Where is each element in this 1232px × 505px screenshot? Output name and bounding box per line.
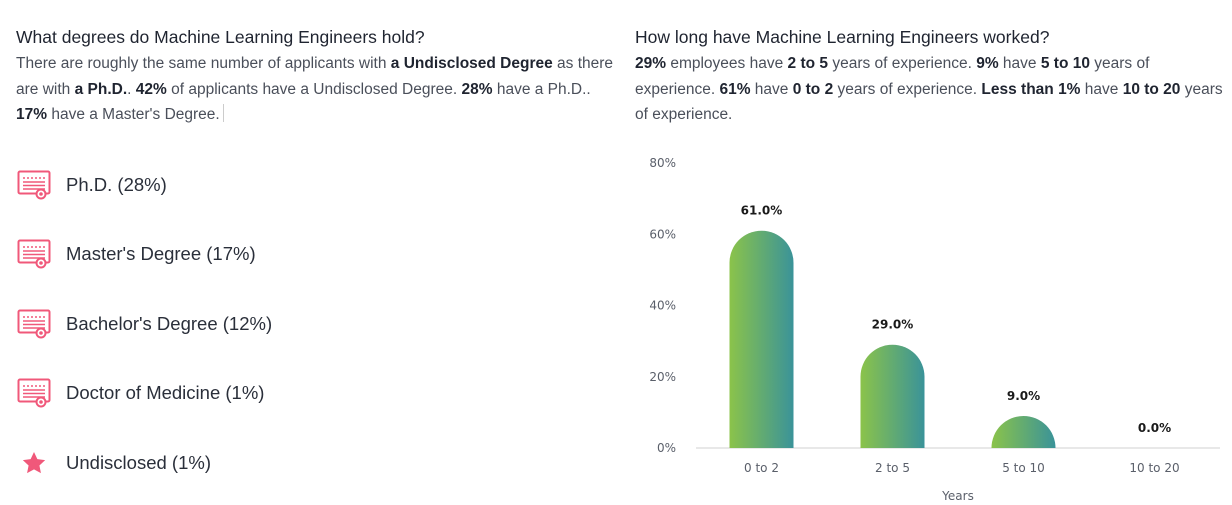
diploma-icon bbox=[16, 307, 52, 341]
experience-text-3: years of experience. bbox=[828, 55, 977, 72]
experience-text-2: 2 to 5 bbox=[787, 55, 829, 72]
degrees-text-10: have a Master's Degree. bbox=[47, 106, 220, 123]
degrees-title: What degrees do Machine Learning Enginee… bbox=[16, 27, 425, 47]
experience-text-14: 10 to 20 bbox=[1122, 80, 1181, 98]
x-tick-label: 10 to 20 bbox=[1129, 461, 1179, 475]
experience-text-8: 61% bbox=[719, 80, 751, 98]
degree-label: Ph.D. (28%) bbox=[66, 173, 167, 195]
diploma-icon bbox=[16, 237, 52, 271]
degrees-text-4: . bbox=[127, 80, 136, 98]
bar-data-label: 0.0% bbox=[1138, 421, 1171, 435]
experience-text-6: 5 to 10 bbox=[1040, 55, 1090, 72]
bar-data-label: 29.0% bbox=[872, 318, 914, 332]
degrees-text-0: There are roughly the same number of app… bbox=[16, 55, 391, 72]
degree-item: Master's Degree (17%) bbox=[16, 220, 576, 290]
x-tick-label: 5 to 10 bbox=[1002, 461, 1045, 475]
experience-text-5: have bbox=[998, 55, 1041, 72]
y-tick-label: 60% bbox=[649, 227, 676, 241]
degrees-summary: There are roughly the same number of app… bbox=[16, 51, 616, 128]
x-tick-label: 2 to 5 bbox=[875, 461, 910, 475]
x-axis-title: Years bbox=[941, 489, 974, 503]
bar bbox=[860, 344, 925, 448]
diploma-icon bbox=[16, 376, 52, 410]
degree-label: Undisclosed (1%) bbox=[66, 451, 211, 473]
experience-summary: 29% employees have 2 to 5 years of exper… bbox=[635, 51, 1230, 128]
y-tick-label: 20% bbox=[649, 370, 676, 384]
degrees-text-6: of applicants have a Undisclosed Degree. bbox=[166, 80, 462, 98]
degrees-text-2: as there are with bbox=[16, 55, 614, 98]
degree-list: Ph.D. (28%) Master's Degree (17%) Bachel… bbox=[16, 150, 576, 498]
diploma-icon bbox=[16, 168, 52, 202]
degree-label: Bachelor's Degree (12%) bbox=[66, 312, 273, 334]
experience-text-11: years of experience. bbox=[833, 80, 982, 98]
bar bbox=[729, 230, 794, 448]
degrees-text-7: 28% bbox=[461, 80, 493, 98]
degrees-text-9: 17% bbox=[16, 106, 48, 123]
experience-text-13: have bbox=[1080, 80, 1123, 98]
star-icon bbox=[16, 446, 52, 480]
experience-text-7: years of experience. bbox=[635, 55, 1150, 98]
experience-text-9: have bbox=[750, 80, 793, 98]
x-tick-label: 0 to 2 bbox=[744, 461, 779, 475]
experience-text-0: 29% bbox=[635, 55, 667, 72]
experience-text-4: 9% bbox=[976, 55, 999, 72]
experience-title: How long have Machine Learning Engineers… bbox=[635, 27, 1050, 47]
experience-bar-chart: 0% 20% 40% 60% 80% 61.0% 29.0% 9.0% 0.0% 0 to 2… bbox=[649, 156, 1220, 503]
experience-text-12: Less than 1% bbox=[981, 80, 1081, 98]
bar bbox=[991, 415, 1056, 448]
degree-item: Doctor of Medicine (1%) bbox=[16, 359, 576, 429]
degrees-section: What degrees do Machine Learning Enginee… bbox=[16, 26, 616, 128]
degree-label: Master's Degree (17%) bbox=[66, 243, 256, 265]
experience-text-15: years of experience. bbox=[635, 80, 1223, 124]
bar-data-label: 61.0% bbox=[741, 204, 783, 218]
degrees-text-5: 42% bbox=[135, 80, 167, 98]
degrees-text-1: a Undisclosed Degree bbox=[390, 55, 553, 72]
text-cursor bbox=[222, 104, 224, 122]
bar-data-label: 9.0% bbox=[1007, 389, 1040, 403]
degrees-text-8: have a Ph.D.. bbox=[492, 80, 591, 98]
degree-label: Doctor of Medicine (1%) bbox=[66, 382, 265, 404]
y-tick-label: 0% bbox=[657, 441, 676, 455]
experience-text-1: employees have bbox=[666, 55, 788, 72]
degree-item: Undisclosed (1%) bbox=[16, 428, 576, 498]
y-tick-label: 40% bbox=[649, 299, 676, 313]
degree-item: Ph.D. (28%) bbox=[16, 150, 576, 220]
experience-section: How long have Machine Learning Engineers… bbox=[635, 26, 1230, 128]
degree-item: Bachelor's Degree (12%) bbox=[16, 289, 576, 359]
degrees-text-3: a Ph.D. bbox=[74, 80, 128, 98]
y-tick-label: 80% bbox=[649, 156, 676, 170]
experience-text-10: 0 to 2 bbox=[792, 80, 834, 98]
